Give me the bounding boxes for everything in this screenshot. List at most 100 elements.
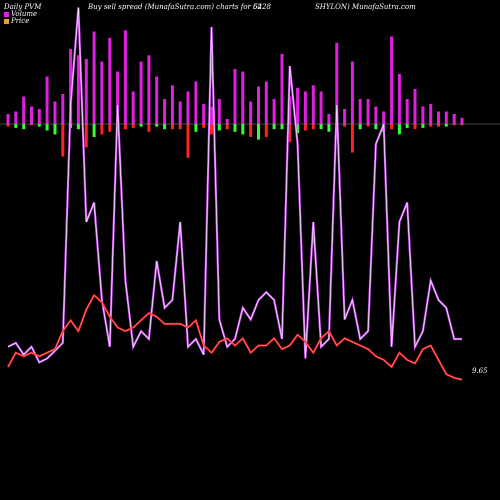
spread-bar xyxy=(123,124,127,130)
chart-title-right: SHYLON) MunafaSutra.com xyxy=(315,3,416,11)
spread-bar xyxy=(280,124,284,130)
spread-bar xyxy=(178,124,182,130)
spread-bar xyxy=(45,124,49,131)
volume-bar xyxy=(437,111,440,124)
volume-bar xyxy=(280,54,284,124)
volume-bar xyxy=(303,91,307,124)
spread-bar xyxy=(311,124,315,130)
volume-bar xyxy=(288,96,292,124)
volume-bar xyxy=(217,99,221,124)
spread-bar xyxy=(374,124,378,130)
spread-bar xyxy=(155,124,159,127)
volume-bar xyxy=(249,101,253,124)
spread-bar xyxy=(131,124,135,128)
spread-bar xyxy=(327,124,331,132)
last-price-label: 9.65 xyxy=(472,367,488,375)
volume-bar xyxy=(37,109,41,124)
chart-title-mid: Buy sell spread (MunafaSutra.com) charts… xyxy=(88,3,271,11)
spread-bar xyxy=(225,124,229,130)
volume-bar xyxy=(6,114,10,124)
volume-bar xyxy=(210,106,213,124)
legend-item-price: Price xyxy=(4,17,29,25)
volume-bar xyxy=(100,61,104,124)
volume-bar xyxy=(358,99,362,124)
volume-bar xyxy=(14,111,18,124)
spread-bar xyxy=(186,124,190,158)
spread-bar xyxy=(139,124,143,127)
spread-bar xyxy=(76,124,80,130)
spread-bar xyxy=(358,124,362,130)
volume-bar xyxy=(257,86,260,124)
chart-title-left: Daily PVM xyxy=(4,3,42,11)
spread-bar xyxy=(22,124,26,130)
spread-bar xyxy=(147,124,151,132)
volume-bar xyxy=(374,106,378,124)
spread-bar xyxy=(296,124,300,134)
spread-bar xyxy=(233,124,237,132)
spread-bar xyxy=(100,124,104,135)
spread-bar xyxy=(163,124,167,130)
volume-bar xyxy=(45,76,49,124)
volume-bar xyxy=(272,99,276,124)
legend-label-volume: Volume xyxy=(11,10,38,18)
spread-bar xyxy=(84,124,88,148)
volume-bar xyxy=(76,55,80,125)
volume-trend-line-inner xyxy=(7,7,462,363)
volume-bar xyxy=(233,69,237,124)
volume-bar xyxy=(264,81,268,124)
spread-bar xyxy=(390,124,394,130)
spread-bar xyxy=(350,124,354,153)
volume-bar xyxy=(139,61,143,124)
spread-bar xyxy=(210,124,213,135)
volume-bar xyxy=(147,55,151,125)
spread-bar xyxy=(249,124,253,137)
volume-bar xyxy=(194,81,198,124)
spread-bar xyxy=(108,124,112,132)
volume-bar xyxy=(429,104,433,124)
volume-bar xyxy=(186,91,190,124)
volume-bar xyxy=(178,101,182,124)
spread-bar xyxy=(437,124,440,127)
volume-bar xyxy=(225,119,229,124)
volume-bars xyxy=(6,30,464,125)
volume-bar xyxy=(405,99,409,124)
volume-bar xyxy=(390,36,394,124)
spread-bar xyxy=(413,124,417,130)
spread-bar xyxy=(61,124,65,157)
volume-bar xyxy=(343,109,347,124)
legend-swatch-price xyxy=(4,18,9,24)
volume-bar xyxy=(397,74,401,124)
volume-bar xyxy=(413,89,417,124)
spread-bar xyxy=(429,124,433,127)
volume-bar xyxy=(319,91,323,124)
spread-bar xyxy=(366,124,370,127)
volume-bar xyxy=(22,96,26,124)
spread-bar xyxy=(319,124,323,130)
volume-bar xyxy=(366,99,370,124)
volume-bar xyxy=(170,85,174,125)
spread-bar xyxy=(92,124,96,137)
spread-bar xyxy=(257,124,260,140)
volume-bar xyxy=(241,71,245,124)
legend-label-price: Price xyxy=(11,17,30,25)
volume-bar xyxy=(421,106,425,124)
volume-bar xyxy=(69,49,73,124)
price-line-inner xyxy=(7,294,463,380)
spread-bar xyxy=(53,124,57,135)
legend-item-volume: Volume xyxy=(4,10,37,18)
volume-bar xyxy=(30,106,33,124)
volume-bar xyxy=(311,85,315,125)
volume-bar xyxy=(335,42,339,125)
spread-bar xyxy=(460,124,464,126)
spread-bar xyxy=(202,124,206,128)
legend-swatch-volume xyxy=(4,11,9,17)
spread-bar xyxy=(288,124,292,143)
volume-bar xyxy=(202,104,206,124)
spread-bar xyxy=(14,124,18,128)
spread-bars xyxy=(6,124,464,158)
spread-bar xyxy=(303,124,307,131)
spread-bar xyxy=(194,124,198,132)
volume-bar xyxy=(296,87,300,125)
spread-bar xyxy=(241,124,245,135)
